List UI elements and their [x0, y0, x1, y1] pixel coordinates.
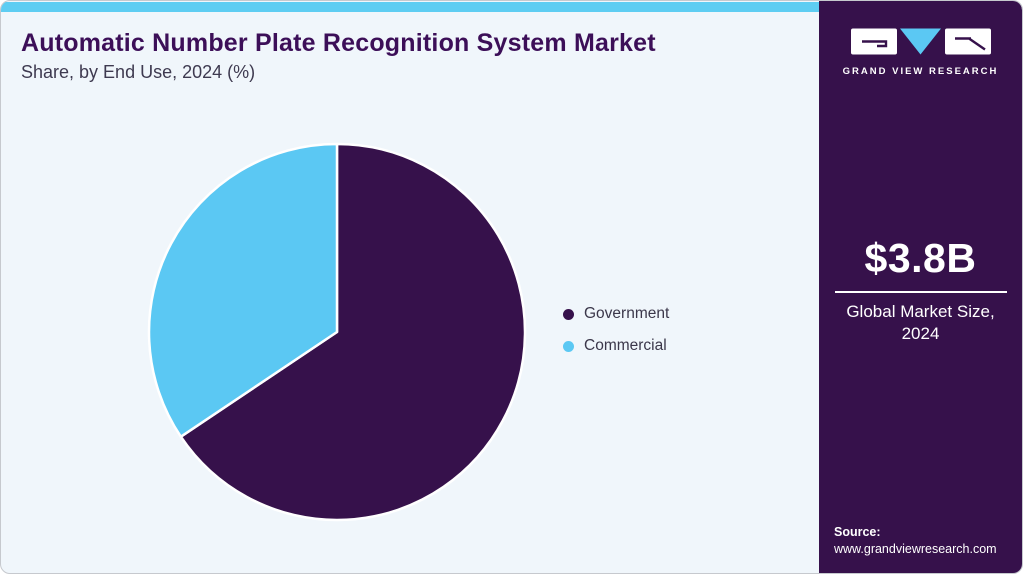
source-label: Source: — [834, 525, 881, 539]
legend-label-commercial: Commercial — [584, 337, 667, 354]
legend-label-government: Government — [584, 305, 670, 322]
commercial-swatch-icon — [563, 340, 574, 352]
source-url-link[interactable]: www.grandviewresearch.com — [834, 542, 997, 556]
accent-bar — [1, 2, 822, 12]
legend-item-commercial: Commercial — [563, 337, 669, 355]
pie-slice-commercial — [147, 142, 339, 438]
gvr-logo-g-icon — [850, 28, 897, 55]
page-subtitle: Share, by End Use, 2024 (%) — [21, 62, 256, 82]
chart-area: Automatic Number Plate Recognition Syste… — [1, 12, 821, 573]
stat-label: Global Market Size, 2024 — [846, 302, 995, 344]
brand-name: GRAND VIEW RESEARCH — [842, 66, 999, 77]
sidebar: GRAND VIEW RESEARCH $3.8B Global Market … — [819, 1, 1022, 573]
gvr-logo-v-icon — [899, 28, 941, 55]
gvr-logo-r-icon — [944, 28, 991, 55]
stat-divider — [834, 291, 1007, 293]
government-swatch-icon — [563, 308, 574, 320]
pie-slice-government — [179, 142, 527, 522]
legend-item-government: Government — [563, 305, 669, 323]
legend: Government Commercial — [563, 305, 669, 369]
page-title: Automatic Number Plate Recognition Syste… — [21, 29, 656, 57]
stat-value: $3.8B — [864, 235, 977, 281]
source-block: Source: www.grandviewresearch.com — [834, 525, 997, 556]
gvr-logo: GRAND VIEW RESEARCH — [819, 28, 1022, 77]
pie-chart-svg — [147, 142, 527, 522]
gvr-logo-icon — [850, 28, 991, 55]
market-size-stat: $3.8B Global Market Size, 2024 — [819, 235, 1022, 346]
pie-chart — [147, 142, 527, 522]
